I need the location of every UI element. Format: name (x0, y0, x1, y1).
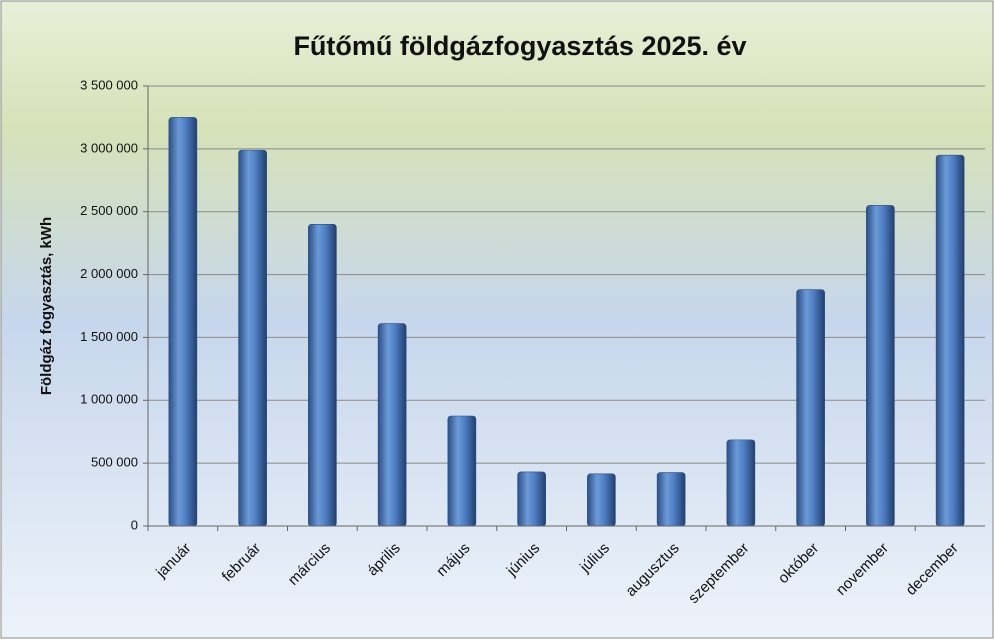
bar (796, 289, 825, 527)
y-tick-label: 1 500 000 (80, 329, 138, 344)
y-axis-label: Földgáz fogyasztás, kWh (38, 217, 55, 395)
bar (517, 471, 546, 527)
y-tick-label: 2 500 000 (80, 203, 138, 218)
y-tick-label: 3 000 000 (80, 140, 138, 155)
y-tick-label: 1 000 000 (80, 392, 138, 407)
bar (377, 323, 407, 527)
bar (935, 154, 965, 527)
bar (866, 205, 895, 527)
bar (656, 472, 686, 527)
bar (308, 223, 337, 527)
bar (587, 473, 616, 527)
bar (168, 117, 198, 527)
bar (447, 415, 477, 527)
y-tick-label: 2 000 000 (80, 266, 138, 281)
bar (238, 149, 267, 527)
bar (726, 439, 756, 527)
y-tick-label: 3 500 000 (80, 77, 138, 92)
y-tick-label: 500 000 (91, 455, 138, 470)
y-tick-label: 0 (131, 517, 138, 532)
chart-title: Fűtőmű földgázfogyasztás 2025. év (293, 31, 746, 61)
